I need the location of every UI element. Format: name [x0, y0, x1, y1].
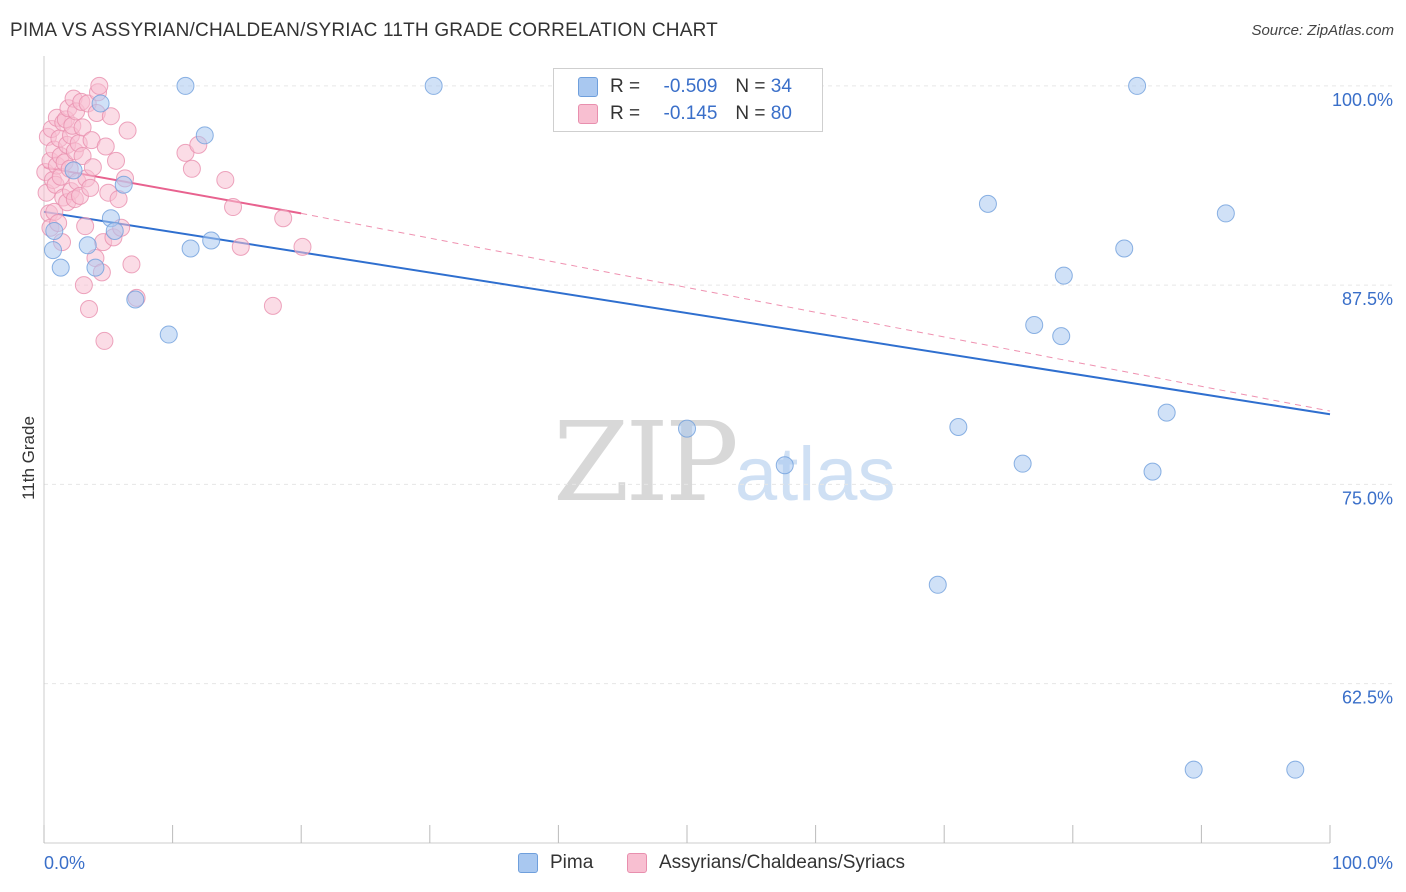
watermark-atlas: atlas: [734, 432, 896, 517]
pima-point: [176, 76, 195, 95]
pima-point: [64, 161, 83, 180]
pima-point: [202, 231, 221, 250]
y-tick-label: 62.5%: [1342, 688, 1393, 708]
stats-row-pima: R = -0.509 N = 34: [578, 74, 792, 100]
pima-point: [159, 325, 178, 344]
data-points: [36, 76, 1305, 779]
pima-point: [1216, 204, 1235, 223]
assyrian-point: [76, 217, 95, 236]
pima-point: [126, 290, 145, 309]
assyrian-point: [216, 170, 235, 189]
n-label: N =: [735, 76, 766, 97]
assyrian-point: [118, 121, 137, 140]
x-tick-label: 0.0%: [44, 853, 85, 873]
assyrian-point: [95, 331, 114, 350]
pima-point: [91, 94, 110, 113]
pima-legend-swatch: [518, 853, 538, 873]
pima-point: [1025, 315, 1044, 334]
pima-point: [86, 258, 105, 277]
assyrian-swatch: [578, 104, 598, 124]
pima-point: [1184, 760, 1203, 779]
assyrian-point: [81, 178, 100, 197]
pima-point: [678, 419, 696, 438]
pima-point: [1157, 403, 1176, 422]
y-tick-label: 100.0%: [1332, 90, 1393, 110]
watermark-zip: ZIP: [553, 398, 739, 526]
pima-point: [1013, 454, 1032, 473]
pima-point: [105, 221, 124, 240]
pima-point: [195, 126, 214, 145]
y-axis-label: 11th Grade: [19, 416, 38, 500]
assyrian-legend-label: Assyrians/Chaldeans/Syriacs: [659, 852, 906, 873]
assyrian-point: [83, 158, 102, 177]
pima-point: [949, 417, 968, 436]
axes: [43, 56, 1331, 844]
assyrian-point: [73, 118, 92, 137]
n-label: N =: [735, 103, 766, 124]
pima-point: [45, 221, 64, 240]
assyrian-point: [74, 276, 93, 295]
pima-legend-label: Pima: [550, 852, 594, 873]
pima-point: [1115, 239, 1134, 258]
assyrian-point: [176, 143, 195, 162]
pima-point: [114, 175, 133, 194]
assyrian-point: [96, 137, 115, 156]
pima-trend-line: [43, 210, 1331, 416]
pima-point: [1052, 327, 1071, 346]
assyrian-point: [182, 159, 201, 178]
pima-point: [1286, 760, 1305, 779]
pima-point: [1128, 76, 1147, 95]
pima-point: [775, 456, 794, 475]
assyrian-point: [80, 300, 99, 319]
assyrian-point: [274, 209, 293, 228]
stats-row-assyrian: R = -0.145 N = 80: [578, 101, 792, 127]
chart-title: PIMA VS ASSYRIAN/CHALDEAN/SYRIAC 11TH GR…: [10, 20, 718, 41]
assyrian-point: [293, 237, 312, 256]
pima-point: [51, 258, 70, 277]
source-note: Source: ZipAtlas.com: [1251, 22, 1394, 39]
n-value: 80: [770, 103, 792, 124]
r-label: R =: [610, 76, 641, 97]
r-value: -0.509: [663, 76, 718, 97]
assyrian-trend-extension: [301, 212, 1331, 412]
pima-point: [78, 236, 97, 255]
y-tick-label: 87.5%: [1342, 289, 1393, 309]
assyrian-point: [231, 237, 250, 256]
pima-point: [181, 239, 200, 258]
assyrian-point: [90, 76, 109, 95]
assyrian-point: [107, 151, 126, 170]
pima-point: [424, 76, 443, 95]
y-tick-label: 75.0%: [1342, 488, 1393, 508]
r-label: R =: [610, 103, 641, 124]
legend-item-assyrian[interactable]: Assyrians/Chaldeans/Syriacs: [627, 852, 905, 874]
assyrian-point: [73, 147, 92, 166]
assyrian-point: [263, 296, 282, 315]
pima-point: [44, 241, 63, 260]
watermark: ZIPatlas: [553, 398, 895, 526]
pima-point: [978, 194, 997, 213]
gridlines: [44, 85, 1392, 685]
stats-legend: R = -0.509 N = 34 R = -0.145 N = 80: [553, 68, 823, 132]
pima-point: [928, 575, 947, 594]
r-value: -0.145: [663, 103, 718, 124]
assyrian-point: [122, 255, 141, 274]
n-value: 34: [770, 76, 792, 97]
pima-point: [1143, 462, 1162, 481]
tick-labels: 100.0% 87.5% 75.0% 62.5% 0.0% 100.0%: [44, 90, 1393, 873]
assyrian-legend-swatch: [627, 853, 647, 873]
assyrian-point: [101, 107, 120, 126]
x-tick-label: 100.0%: [1332, 853, 1393, 873]
legend-item-pima[interactable]: Pima: [518, 852, 593, 874]
pima-point: [1054, 266, 1073, 285]
pima-swatch: [578, 77, 598, 97]
assyrian-point: [224, 198, 243, 217]
